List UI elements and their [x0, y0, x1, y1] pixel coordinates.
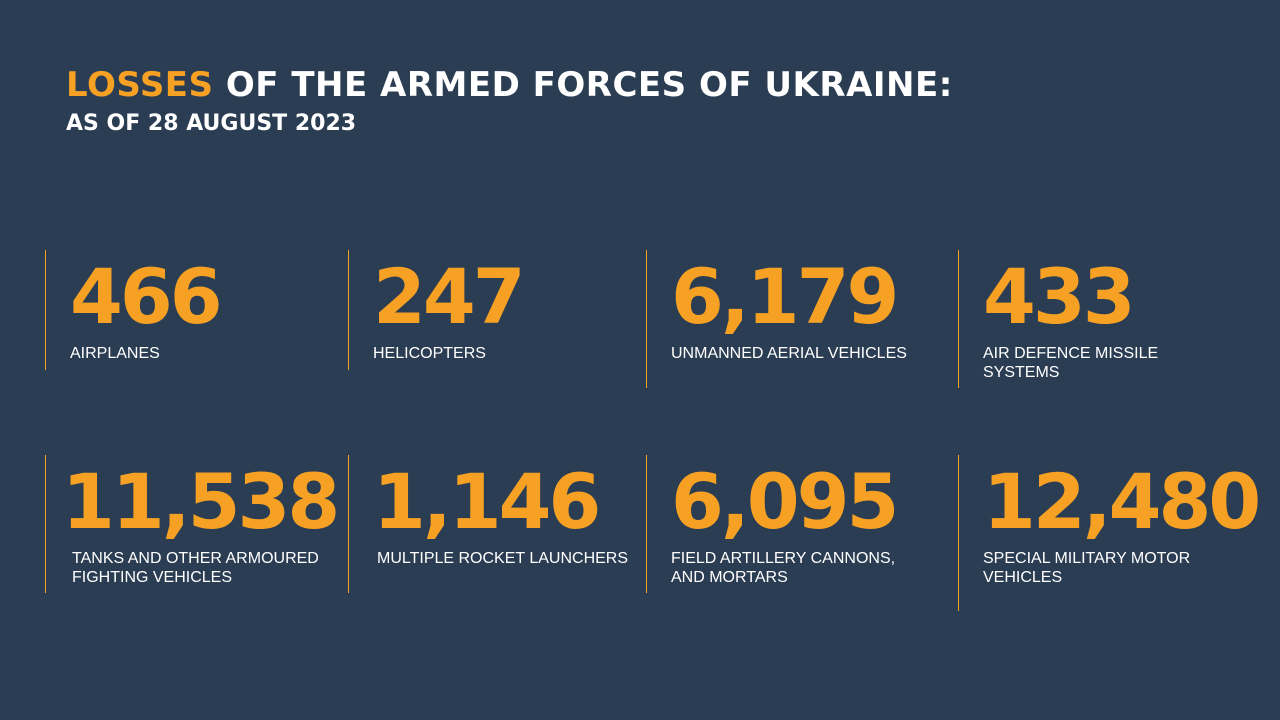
stat-artillery: 6,095 FIELD ARTILLERY CANNONS, AND MORTA… [646, 455, 956, 593]
stat-label: AIR DEFENCE MISSILE SYSTEMS [983, 345, 1159, 381]
page-subtitle: AS OF 28 AUGUST 2023 [66, 111, 357, 136]
stat-tanks: 11,538 TANKS AND OTHER ARMOURED FIGHTING… [45, 455, 345, 593]
stat-value: 6,179 [671, 252, 899, 341]
stat-value: 12,480 [983, 457, 1261, 546]
stat-air-defence: 433 AIR DEFENCE MISSILE SYSTEMS [958, 250, 1268, 388]
stat-value: 247 [373, 252, 526, 341]
stat-value: 433 [983, 252, 1136, 341]
stat-uav: 6,179 UNMANNED AERIAL VEHICLES [646, 250, 956, 388]
stat-value: 1,146 [373, 457, 601, 546]
page-title: LOSSES OF THE ARMED FORCES OF UKRAINE: [66, 64, 953, 106]
stat-value: 466 [70, 252, 223, 341]
stat-label: MULTIPLE ROCKET LAUNCHERS [377, 550, 629, 567]
stat-label: HELICOPTERS [373, 345, 486, 362]
stat-label: TANKS AND OTHER ARMOURED FIGHTING VEHICL… [72, 550, 319, 586]
stat-label: SPECIAL MILITARY MOTOR VEHICLES [983, 550, 1191, 586]
stat-motor-vehicles: 12,480 SPECIAL MILITARY MOTOR VEHICLES [958, 455, 1274, 611]
stat-mlrs: 1,146 MULTIPLE ROCKET LAUNCHERS [348, 455, 644, 593]
stat-label: UNMANNED AERIAL VEHICLES [671, 345, 907, 362]
stat-helicopters: 247 HELICOPTERS [348, 250, 644, 370]
stat-airplanes: 466 AIRPLANES [45, 250, 345, 370]
stat-value: 11,538 [62, 457, 340, 546]
header: LOSSES OF THE ARMED FORCES OF UKRAINE: A… [66, 64, 953, 138]
stat-label: FIELD ARTILLERY CANNONS, AND MORTARS [671, 550, 896, 586]
stat-label: AIRPLANES [70, 345, 160, 362]
stat-value: 6,095 [671, 457, 899, 546]
title-rest: OF THE ARMED FORCES OF UKRAINE: [213, 65, 953, 105]
title-accent: LOSSES [66, 65, 214, 105]
